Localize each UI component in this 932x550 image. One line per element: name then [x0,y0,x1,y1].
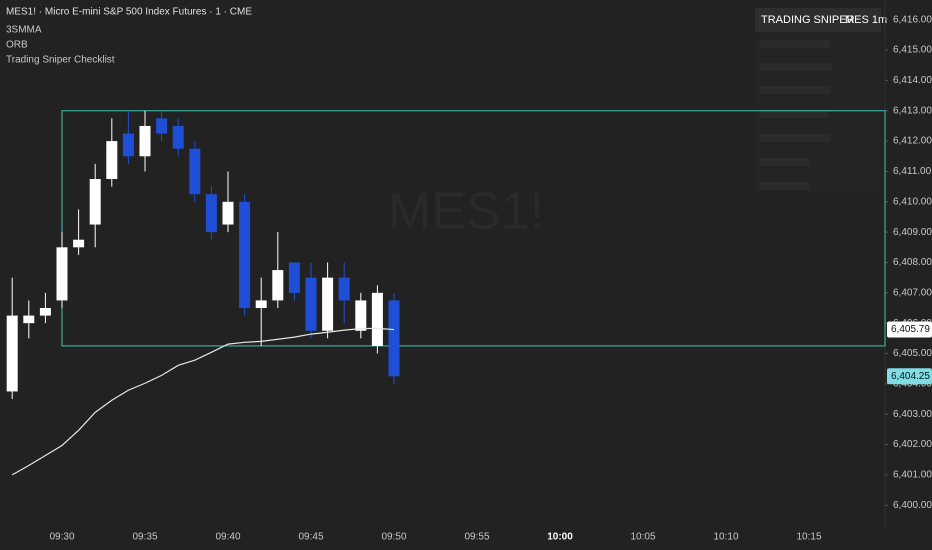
price-label-box [887,368,932,385]
panel-rows [760,40,832,190]
y-tick-label: 6,403.00 [893,409,932,420]
x-tick-label: 09:55 [464,532,489,543]
x-tick-label: 09:45 [298,532,323,543]
candle-body [288,262,300,293]
y-tick-label: 6,410.00 [893,196,932,207]
candle-body [6,315,18,392]
orb-box [61,110,886,347]
y-tick-label: 6,413.00 [893,105,932,116]
x-tick-label: 10:10 [713,532,738,543]
y-tick-label: 6,412.00 [893,136,932,147]
x-tick-label: 09:30 [49,532,74,543]
indicator-label: ORB [6,40,28,51]
y-tick-label: 6,409.00 [893,227,932,238]
price-label: 6,405.79 [891,324,930,335]
price-label: 6,404.25 [891,371,930,382]
x-tick-label: 10:15 [796,532,821,543]
candle-body [122,133,134,157]
candle-body [322,277,334,331]
y-tick-label: 6,408.00 [893,257,932,268]
y-tick-label: 6,402.00 [893,439,932,450]
x-tick-label: 10:00 [547,532,573,543]
panel-subtitle: MES 1m [845,14,887,26]
candle-body [73,239,85,248]
x-tick-label: 10:05 [630,532,655,543]
candle-body [222,201,234,225]
y-tick-label: 6,401.00 [893,470,932,481]
x-tick-label: 09:35 [132,532,157,543]
candle-body [272,270,284,301]
panel-header [755,8,881,32]
y-tick-label: 6,411.00 [893,166,932,177]
candle-body [56,247,68,301]
y-tick-label: 6,416.00 [893,14,932,25]
panel-title: TRADING SNIPER [761,14,855,26]
candle-body [172,125,184,149]
candle-body [139,125,151,157]
candle-body [23,315,35,324]
y-tick-label: 6,414.00 [893,75,932,86]
price-label-box [887,321,932,338]
ma-line [11,327,395,476]
candle-body [205,194,217,233]
candle-body [106,141,118,180]
y-tick-label: 6,400.00 [893,500,932,511]
candle-body [89,179,101,225]
indicator-label: Trading Sniper Checklist [6,55,115,66]
indicator-label: 3SMMA [6,25,42,36]
candle-body [371,292,383,346]
candle-body [388,300,400,377]
y-tick-label: 6,407.00 [893,287,932,298]
candle-body [355,300,367,331]
x-tick-label: 09:50 [381,532,406,543]
candle-body [156,118,168,134]
candle-body [338,277,350,301]
candle-body [255,300,267,308]
candle-body [305,277,317,331]
candle-body [39,308,51,316]
symbol-title: MES1! · Micro E-mini S&P 500 Index Futur… [6,7,252,18]
candle-body [239,201,251,308]
candle-body [189,148,201,195]
watermark: MES1! [388,183,544,241]
x-tick-label: 09:40 [215,532,240,543]
y-tick-label: 6,405.00 [893,348,932,359]
y-tick-label: 6,415.00 [893,45,932,56]
